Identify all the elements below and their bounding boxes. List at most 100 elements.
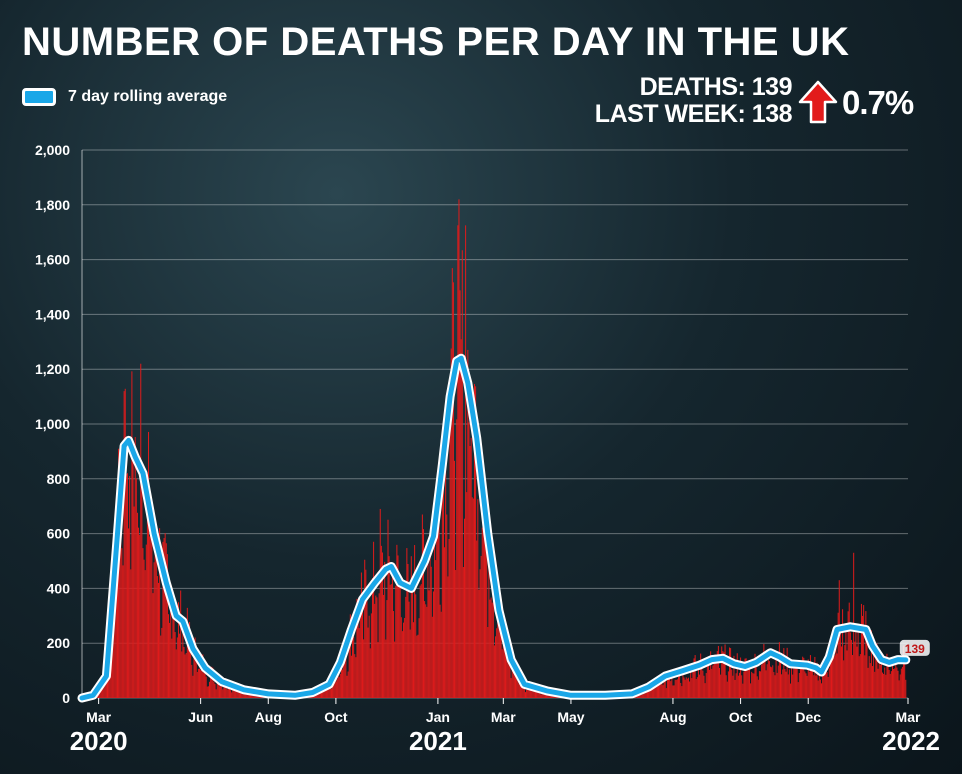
daily-bar xyxy=(185,652,187,698)
daily-bar xyxy=(396,544,398,698)
daily-bar xyxy=(801,667,803,698)
daily-bar xyxy=(234,691,236,698)
daily-bar xyxy=(153,562,155,698)
daily-bar xyxy=(656,684,658,698)
daily-bar xyxy=(490,597,492,698)
daily-bar xyxy=(460,339,462,698)
daily-bar xyxy=(740,657,742,698)
daily-bar xyxy=(876,643,878,698)
daily-bar xyxy=(731,669,733,698)
daily-bar xyxy=(715,656,717,698)
daily-bar xyxy=(233,686,235,698)
daily-bar xyxy=(340,646,342,698)
daily-bar xyxy=(338,677,340,698)
daily-bar xyxy=(475,386,477,698)
daily-bar xyxy=(726,681,728,698)
daily-bar xyxy=(190,638,192,698)
daily-bar xyxy=(527,682,529,698)
daily-bar xyxy=(732,675,734,698)
daily-bar xyxy=(497,609,499,698)
y-tick-label: 1,800 xyxy=(35,197,70,213)
daily-bar xyxy=(653,682,655,698)
daily-bar xyxy=(509,663,511,698)
daily-bar xyxy=(113,616,115,698)
daily-bar xyxy=(199,668,201,698)
daily-bar xyxy=(187,638,189,698)
daily-bar xyxy=(329,682,331,698)
daily-bar xyxy=(181,651,183,698)
daily-bar xyxy=(129,475,131,698)
daily-bar xyxy=(691,678,693,698)
daily-bar xyxy=(816,662,818,698)
daily-bar xyxy=(131,371,133,698)
y-tick-label: 2,000 xyxy=(35,142,70,158)
daily-bar xyxy=(213,681,215,698)
daily-bar xyxy=(400,617,402,698)
daily-bar xyxy=(409,629,411,698)
daily-bar xyxy=(370,613,372,698)
daily-bar xyxy=(659,676,661,698)
daily-bar xyxy=(793,661,795,698)
daily-bar xyxy=(408,601,410,698)
daily-bar xyxy=(120,535,122,698)
daily-bar xyxy=(186,607,188,698)
daily-bar xyxy=(343,656,345,698)
daily-bar xyxy=(487,626,489,698)
daily-bar xyxy=(523,681,525,698)
daily-bar xyxy=(828,668,830,698)
daily-bar xyxy=(860,603,862,698)
daily-bar xyxy=(878,662,880,698)
daily-bar xyxy=(207,686,209,698)
daily-bar xyxy=(444,547,446,698)
daily-bar xyxy=(141,480,143,698)
daily-bar xyxy=(486,544,488,698)
daily-bar xyxy=(830,638,832,698)
legend-swatch-rolling-average xyxy=(22,88,56,106)
daily-bar xyxy=(203,673,205,698)
daily-bar xyxy=(673,685,675,698)
daily-bar xyxy=(869,663,871,698)
y-tick-label: 400 xyxy=(47,580,71,596)
daily-bar xyxy=(458,199,460,698)
daily-bar xyxy=(333,675,335,698)
daily-bar xyxy=(867,667,869,698)
daily-bar xyxy=(394,641,396,698)
daily-bar xyxy=(680,682,682,698)
x-tick-label: Aug xyxy=(255,709,282,725)
daily-bar xyxy=(397,555,399,698)
x-tick-label: Dec xyxy=(795,709,821,725)
daily-bar xyxy=(699,674,701,698)
daily-bar xyxy=(102,681,104,698)
daily-bar xyxy=(327,689,329,698)
daily-bar xyxy=(666,675,668,698)
daily-bar xyxy=(363,639,365,698)
daily-bar xyxy=(883,673,885,698)
daily-bar xyxy=(430,566,432,698)
daily-bar xyxy=(252,693,254,698)
daily-bar xyxy=(788,669,790,698)
daily-bar xyxy=(701,663,703,698)
daily-bar xyxy=(405,596,407,698)
daily-bar xyxy=(710,651,712,698)
daily-bar xyxy=(377,642,379,698)
daily-bar xyxy=(643,690,645,698)
daily-bar xyxy=(431,616,433,698)
x-tick-label: Mar xyxy=(86,709,111,725)
daily-bar xyxy=(763,644,765,698)
daily-bar xyxy=(822,661,824,698)
daily-bar xyxy=(417,634,419,698)
daily-bar xyxy=(511,658,513,698)
daily-bar xyxy=(380,545,382,698)
daily-bar xyxy=(378,593,380,698)
daily-bar xyxy=(507,647,509,698)
daily-bar xyxy=(179,633,181,698)
daily-bar xyxy=(316,693,318,698)
daily-bar xyxy=(813,675,815,698)
daily-bar xyxy=(737,675,739,698)
daily-bar xyxy=(696,677,698,698)
year-label: 2022 xyxy=(882,726,940,756)
daily-bar xyxy=(332,685,334,698)
daily-bar xyxy=(703,675,705,698)
daily-bar xyxy=(903,645,905,698)
daily-bar xyxy=(717,645,719,698)
